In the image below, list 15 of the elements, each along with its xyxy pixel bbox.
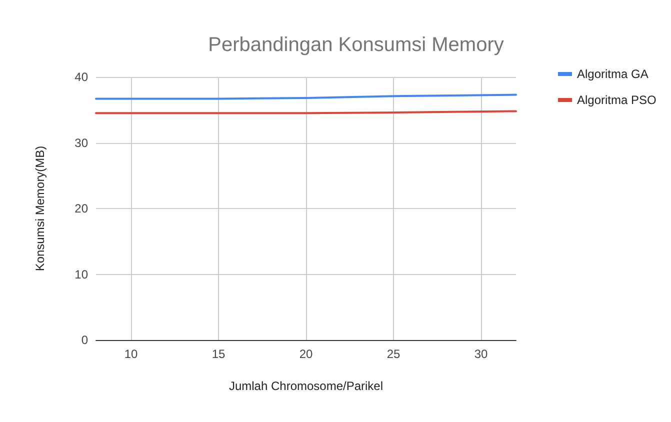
x-tick-label: 20: [299, 347, 313, 361]
y-tick-label: 10: [74, 267, 88, 282]
y-tick-label: 30: [74, 136, 88, 150]
x-tick-label: 25: [386, 347, 400, 361]
x-tick-label: 10: [124, 347, 138, 361]
x-axis-title: Jumlah Chromosome/Parikel: [228, 379, 384, 393]
x-tick-label: 15: [212, 347, 226, 361]
x-tick-label: 30: [474, 347, 488, 361]
legend-label: Algoritma PSO: [577, 93, 656, 107]
chart-title: Perbandingan Konsumsi Memory: [208, 34, 504, 56]
y-axis-title: Konsumsi Memory(MB): [33, 146, 47, 272]
y-tick-label: 0: [81, 333, 88, 347]
legend-label: Algoritma GA: [577, 67, 648, 81]
y-tick-label: 20: [74, 202, 88, 216]
y-tick-label: 40: [74, 70, 88, 84]
